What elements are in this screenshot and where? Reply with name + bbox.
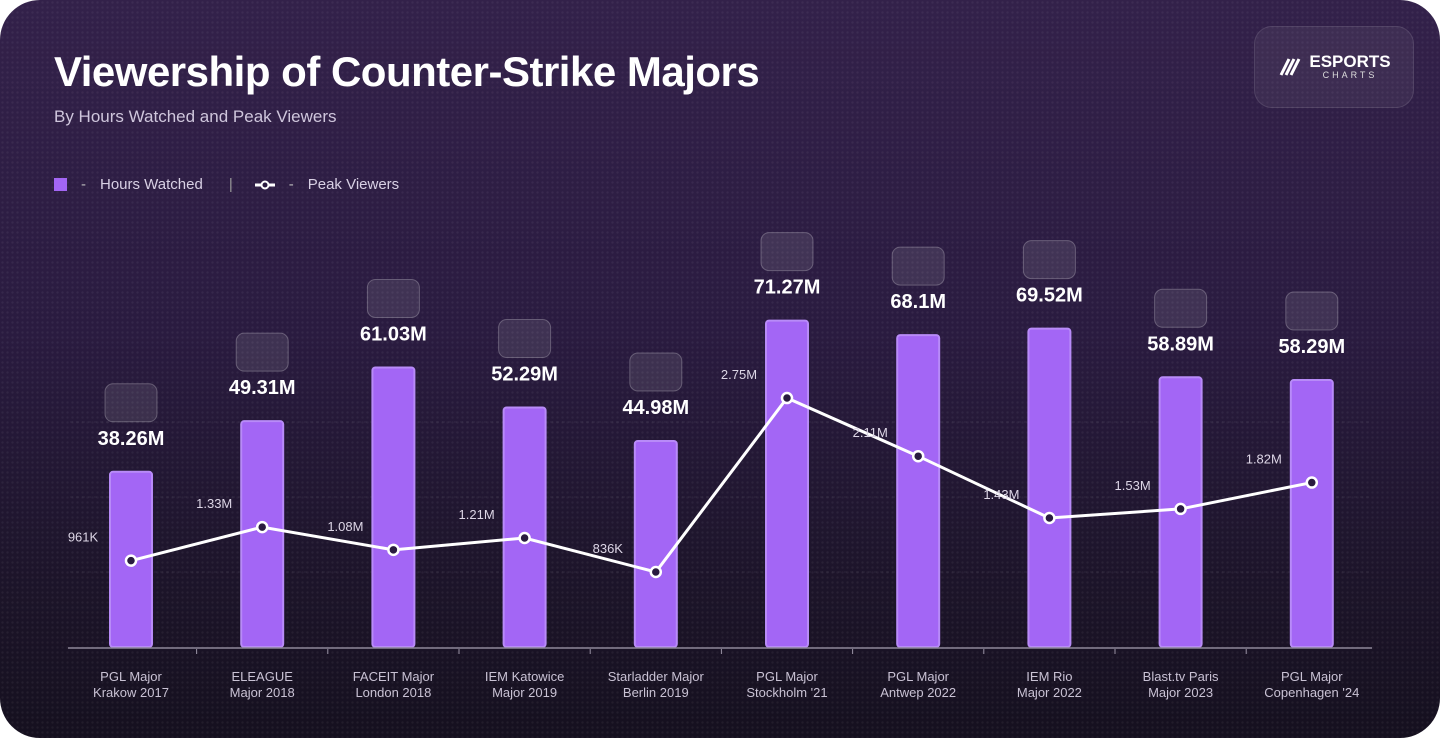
peak-viewers-line [130, 396, 1313, 574]
x-tick-label-line2: Major 2019 [492, 685, 557, 700]
legend-separator: | [228, 176, 233, 193]
bar-4 [633, 439, 678, 649]
esports-charts-logo: ESPORTS CHARTS [1254, 26, 1414, 108]
bar-5 [765, 319, 809, 648]
event-logo-icon [1285, 291, 1339, 331]
x-tick-label-line1: PGL Major [1281, 669, 1343, 684]
event-logo-icon [235, 332, 289, 372]
x-tick-label-line1: Starladder Major [608, 669, 705, 684]
peak-viewers-label: 1.08M [327, 519, 363, 534]
legend: - Hours Watched | - Peak Viewers [54, 176, 399, 193]
peak-viewers-point [518, 531, 531, 545]
x-tick-label-line1: ELEAGUE [231, 669, 293, 684]
bar-9 [1289, 379, 1334, 648]
bar-1 [240, 420, 285, 648]
event-logo-icon [1154, 288, 1208, 328]
x-tick-label-line1: PGL Major [100, 669, 162, 684]
peak-viewers-point [387, 543, 400, 557]
peak-viewers-label: 2.75M [721, 367, 757, 382]
event-logo-icon [760, 232, 814, 272]
bar-value-label: 49.31M [229, 377, 296, 399]
event-logo-icon [498, 319, 552, 359]
bar-3 [502, 406, 547, 649]
bar-value-label: 44.98M [622, 397, 689, 419]
bar-value-label: 69.52M [1016, 285, 1083, 307]
bar-value-label: 58.89M [1147, 333, 1214, 355]
x-tick-label-line2: Major 2018 [230, 685, 295, 700]
peak-viewers-point [1043, 511, 1056, 525]
x-tick-label-line2: Stockholm '21 [746, 685, 827, 700]
brand-line1: ESPORTS [1309, 52, 1391, 71]
bar-value-label: 58.29M [1278, 336, 1345, 358]
legend-bar-swatch [54, 178, 67, 191]
bar-value-label: 52.29M [491, 364, 558, 386]
peak-viewers-point [1305, 476, 1319, 489]
x-tick-label-line2: Berlin 2019 [623, 685, 689, 700]
event-logo-icon [366, 278, 420, 318]
peak-viewers-point [911, 449, 925, 463]
x-tick-label-line2: Krakow 2017 [93, 685, 169, 700]
chart-subtitle: By Hours Watched and Peak Viewers [54, 107, 337, 126]
peak-viewers-point [255, 520, 269, 534]
legend-line-marker-icon [254, 180, 275, 189]
bar-2 [371, 366, 416, 648]
peak-viewers-label: 1.82M [1246, 452, 1282, 467]
legend-peak-viewers: Peak Viewers [307, 176, 400, 193]
event-logo-icon [1022, 240, 1076, 280]
x-tick-label-line1: FACEIT Major [353, 669, 435, 684]
peak-viewers-point [780, 391, 794, 405]
x-tick-label-line1: IEM Rio [1026, 669, 1072, 684]
peak-viewers-label: 1.33M [196, 496, 232, 511]
peak-viewers-label: 1.43M [983, 487, 1019, 502]
x-tick-label-line1: Blast.tv Paris [1143, 669, 1219, 684]
peak-viewers-label: 1.21M [459, 507, 495, 522]
event-logo-icon [104, 383, 158, 423]
event-logo-icon [629, 352, 683, 392]
chart-title: Viewership of Counter-Strike Majors [54, 48, 760, 95]
x-tick-label-line1: IEM Katowice [485, 669, 564, 684]
peak-viewers-label: 836K [593, 541, 624, 556]
bar-value-label: 71.27M [754, 277, 821, 299]
legend-dash: - [81, 176, 86, 193]
bar-6 [896, 334, 941, 648]
peak-viewers-point [1174, 502, 1187, 516]
event-logo-icon [891, 246, 945, 286]
peak-viewers-point [124, 554, 138, 567]
x-tick-label-line2: London 2018 [355, 685, 431, 700]
x-tick-label-line2: Major 2022 [1017, 685, 1082, 700]
peak-viewers-label: 1.53M [1115, 478, 1151, 493]
bar-value-label: 38.26M [98, 428, 165, 450]
bar-value-label: 61.03M [360, 323, 427, 345]
legend-dash: - [288, 176, 294, 193]
peak-viewers-point [649, 565, 663, 579]
x-tick-label-line1: PGL Major [756, 669, 818, 684]
peak-viewers-label: 2.11M [853, 425, 888, 440]
legend-hours-watched: Hours Watched [100, 176, 203, 193]
brand-line2: CHARTS [1322, 70, 1378, 80]
bar-value-label: 68.1M [890, 291, 946, 313]
x-tick-label-line2: Major 2023 [1148, 685, 1213, 700]
bar-7 [1027, 327, 1072, 648]
esports-charts-logo-icon [1280, 58, 1301, 76]
peak-viewers-label: 961K [68, 530, 99, 545]
x-tick-label-line2: Antwep 2022 [880, 685, 956, 700]
x-tick-label-line2: Copenhagen '24 [1264, 685, 1359, 700]
x-tick-label-line1: PGL Major [887, 669, 949, 684]
